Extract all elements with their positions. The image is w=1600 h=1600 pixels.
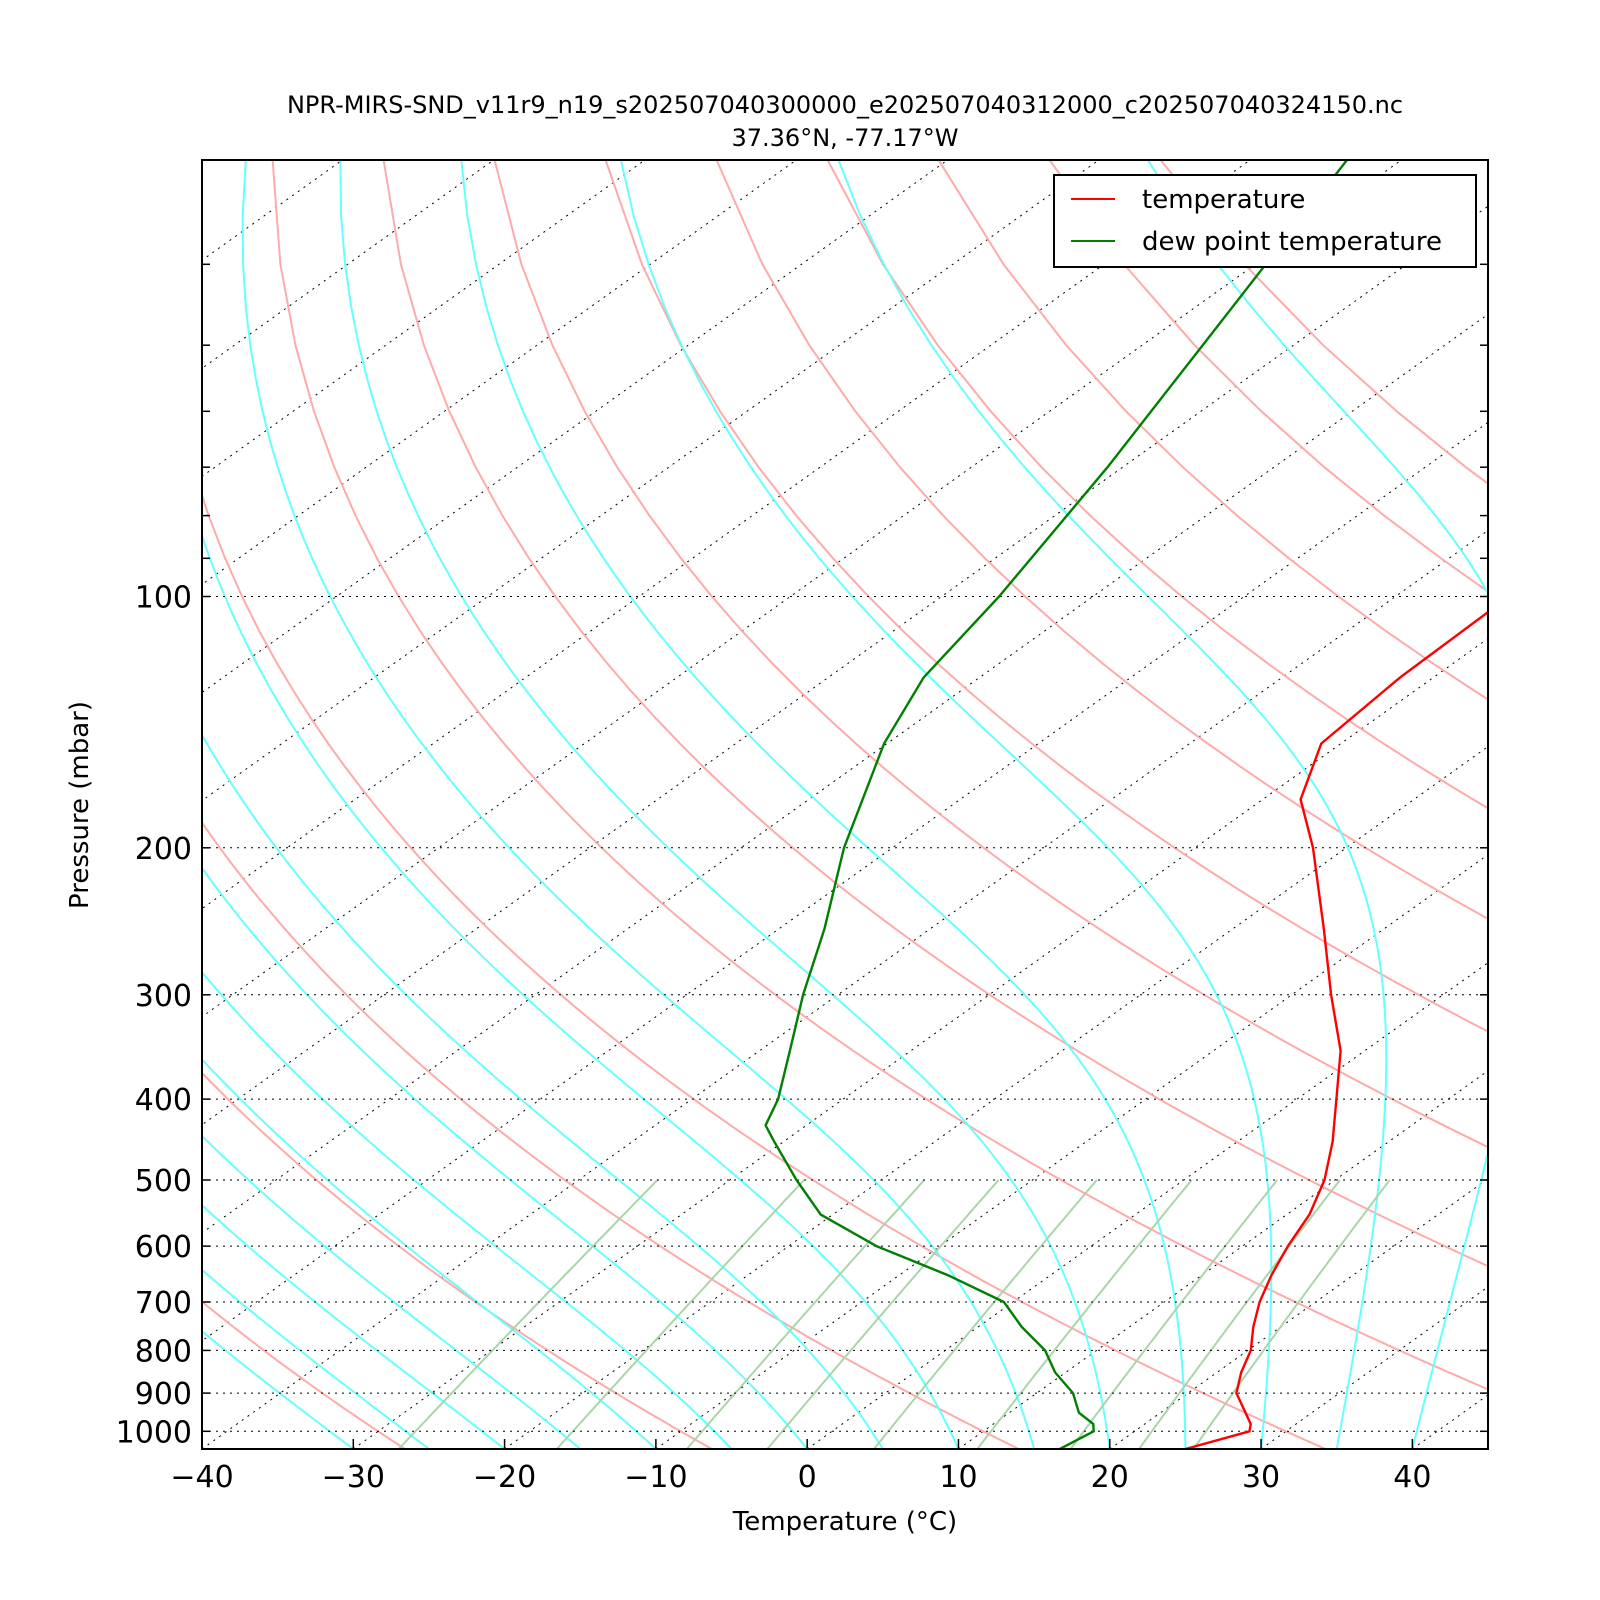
mixing-ratio-line: [397, 1179, 659, 1449]
isotherm-line: [353, 637, 1488, 1449]
mixing-ratio-line: [766, 1179, 1000, 1449]
isotherm-line: [202, 160, 797, 586]
dry-adiabat-line: [1048, 160, 1488, 593]
dry-adiabat-line: [1159, 160, 1488, 485]
x-tick-label: −20: [473, 1460, 536, 1495]
background-lines: [202, 160, 1600, 1449]
moist-adiabat-line: [202, 970, 733, 1449]
x-tick-label: −10: [624, 1460, 687, 1495]
moist-adiabat-line: [202, 1058, 657, 1449]
x-tick-label: 10: [939, 1460, 977, 1495]
isotherm-line: [202, 160, 1402, 1018]
y-tick-label: 800: [135, 1334, 192, 1369]
isotherm-line: [655, 854, 1488, 1449]
moist-adiabat-line: [202, 732, 884, 1449]
y-tick-label: 700: [135, 1286, 192, 1321]
moist-adiabat-line: [202, 866, 808, 1449]
dry-adiabat-line: [202, 1071, 713, 1449]
moist-adiabat-line: [619, 160, 1273, 1449]
isotherm-line: [202, 160, 948, 694]
x-tick-label: −40: [170, 1460, 233, 1495]
y-tick-label: 400: [135, 1083, 192, 1118]
legend-label-dewpoint: dew point temperature: [1142, 227, 1442, 257]
mixing-ratio-line: [1192, 1179, 1391, 1449]
plot-frame: [201, 159, 1489, 1450]
moist-adiabat-line: [202, 1134, 581, 1449]
y-tick-label: 900: [135, 1377, 192, 1412]
legend: temperature dew point temperature: [1053, 174, 1477, 268]
moist-adiabat-line: [1487, 1445, 1488, 1449]
mixing-ratio-line: [1138, 1179, 1341, 1449]
x-axis-label: Temperature (°C): [732, 1507, 957, 1537]
x-tick-label: −30: [322, 1460, 385, 1495]
legend-label-temperature: temperature: [1142, 185, 1305, 215]
mixing-ratio-line: [976, 1179, 1193, 1449]
pressure-gridlines: [202, 596, 1488, 1432]
isotherm-line: [1260, 1286, 1488, 1449]
y-tick-label: 300: [135, 979, 192, 1014]
x-tick-label: 40: [1393, 1460, 1431, 1495]
mixing-ratio-line: [556, 1179, 805, 1449]
dry-adiabat-line: [937, 160, 1488, 701]
mixing-ratio-line: [873, 1179, 1098, 1449]
isotherm-line: [202, 160, 1100, 802]
data-series: [764, 160, 1488, 1449]
dry-adiabat-line: [604, 160, 1488, 1033]
dry-adiabat-line: [202, 820, 1020, 1449]
isotherm-line: [1412, 1394, 1488, 1449]
isotherm-line: [202, 160, 1251, 910]
x-tick-label: 30: [1242, 1460, 1280, 1495]
temperature-line: [1185, 610, 1488, 1449]
y-tick-label: 600: [135, 1230, 192, 1265]
mixing-ratio-line: [1069, 1179, 1278, 1449]
y-axis-label: Pressure (mbar): [65, 701, 95, 909]
moist-adiabat-line: [1146, 160, 1488, 1449]
dry-adiabat-line: [382, 160, 1488, 1268]
x-tick-label: 20: [1091, 1460, 1129, 1495]
moist-adiabat-line: [837, 160, 1388, 1449]
isotherm-line: [202, 160, 646, 478]
isotherm-line: [202, 205, 1488, 1126]
y-tick-label: 1000: [116, 1415, 192, 1450]
moist-adiabat-line: [339, 160, 1111, 1449]
x-tick-label: 0: [798, 1460, 817, 1495]
moist-adiabat-line: [202, 1203, 506, 1449]
mixing-ratio-line: [686, 1179, 926, 1449]
dry-adiabat-line: [826, 160, 1488, 810]
y-tick-label: 100: [135, 581, 192, 616]
y-tick-label: 500: [135, 1164, 192, 1199]
chart-title: NPR-MIRS-SND_v11r9_n19_s202507040300000_…: [287, 91, 1403, 119]
isotherm-line: [504, 745, 1488, 1449]
dewpoint-line: [764, 160, 1348, 1449]
tick-labels: −40 −30 −20 −10 0 10 20 30 40 100 200 300 400 500 600 7…: [116, 581, 1432, 1495]
dry-adiabat-line: [493, 160, 1488, 1149]
moist-adiabat-line: [202, 1268, 430, 1449]
isotherm-line: [1109, 1178, 1488, 1449]
isotherm-line: [1564, 160, 1600, 1449]
isotherm-line: [202, 421, 1488, 1342]
dry-adiabat-line: [202, 1300, 406, 1449]
chart-subtitle: 37.36°N, -77.17°W: [731, 124, 958, 152]
isotherm-line: [202, 313, 1488, 1234]
moist-adiabat-line: [202, 1330, 354, 1449]
axis-ticks: [201, 263, 1488, 1449]
y-tick-label: 200: [135, 832, 192, 867]
legend-box: [1053, 174, 1477, 268]
